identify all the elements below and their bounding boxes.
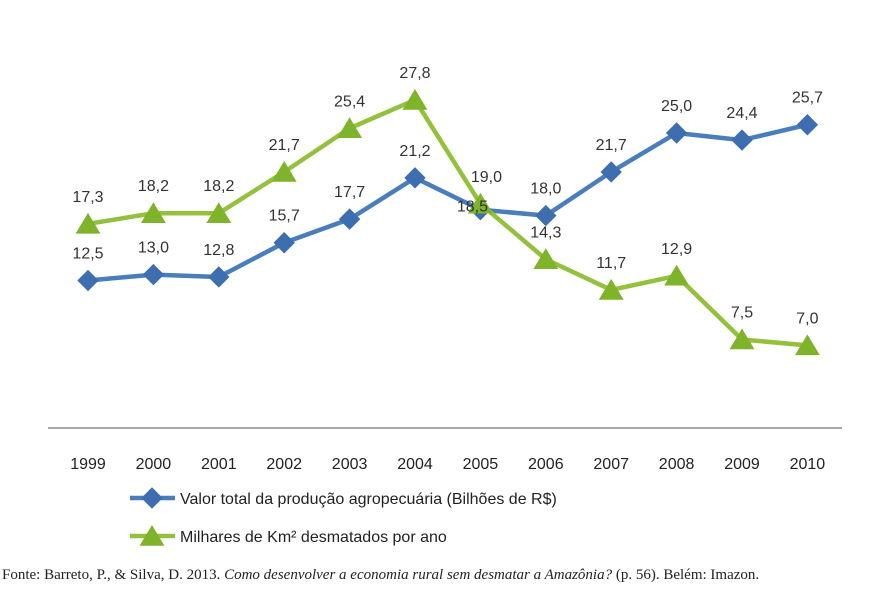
data-label: 14,3 — [530, 224, 561, 241]
x-tick-label: 2002 — [266, 456, 302, 473]
source-title: Como desenvolver a economia rural sem de… — [224, 567, 613, 583]
series-2-point — [794, 334, 820, 356]
series-1-point — [731, 129, 753, 151]
series-1-line — [87, 122, 808, 283]
series-1-point — [665, 122, 688, 144]
data-label: 25,7 — [792, 90, 823, 107]
series-2-point — [271, 160, 297, 182]
series-2-point — [467, 192, 493, 214]
series-1-point — [142, 263, 165, 286]
series-2-point — [75, 212, 101, 234]
data-label: 17,3 — [72, 189, 103, 206]
data-label: 18,0 — [530, 181, 561, 198]
data-label: 18,5 — [457, 199, 488, 216]
series-2-line — [87, 97, 808, 348]
legend-swatch-marker — [139, 525, 165, 546]
series-layer — [75, 88, 820, 356]
x-tick-label: 2003 — [332, 456, 368, 473]
data-labels: 12,5 13,0 12,8 15,7 17,7 21,2 18,5 18,0 21,7 25,0… — [72, 65, 823, 327]
series-2-point — [533, 248, 559, 270]
x-tick-label: 2004 — [397, 456, 433, 473]
x-tick-label: 2008 — [659, 456, 695, 473]
data-label: 21,7 — [269, 137, 300, 154]
legend-entry-2: Milhares de Km² desmatados por ano — [130, 525, 447, 546]
data-label: 18,2 — [138, 178, 169, 195]
x-tick-label: 2000 — [136, 456, 172, 473]
x-tick-label: 2009 — [724, 456, 760, 473]
source-suffix: (p. 56). Belém: Imazon. — [612, 567, 760, 583]
x-tick-label: 1999 — [70, 456, 106, 473]
x-tick-label: 2001 — [201, 456, 237, 473]
data-label: 12,9 — [661, 241, 692, 258]
legend-entry-1: Valor total da produção agropecuária (Bi… — [130, 487, 557, 509]
line-chart: 1999 2000 2001 2002 2003 2004 2005 2006 2007 2008… — [48, 65, 842, 546]
data-label: 7,5 — [731, 305, 753, 322]
data-label: 19,0 — [471, 169, 502, 186]
series-1-point — [273, 232, 295, 254]
data-label: 25,0 — [661, 98, 692, 115]
legend-label: Milhares de Km² desmatados por ano — [180, 529, 447, 546]
series-1-point — [404, 167, 426, 189]
data-label: 24,4 — [726, 105, 757, 122]
data-label: 17,7 — [334, 184, 365, 201]
data-label: 21,7 — [596, 137, 627, 154]
series-1-point — [535, 204, 557, 227]
x-tick-label: 2007 — [593, 456, 629, 473]
series-2-point — [664, 264, 690, 286]
source-citation: Fonte: Barreto, P., & Silva, D. 2013. Co… — [2, 567, 886, 584]
series-2-point — [729, 328, 755, 350]
data-label: 21,2 — [399, 143, 430, 160]
series-1-point — [338, 208, 361, 230]
data-label: 12,8 — [203, 242, 234, 259]
series-1-point — [796, 114, 819, 136]
series-1-point — [77, 269, 99, 292]
series-2-point — [140, 202, 166, 223]
series-1 — [77, 114, 819, 292]
series-2 — [75, 88, 820, 356]
data-label: 15,7 — [269, 208, 300, 225]
data-label: 25,4 — [334, 93, 365, 110]
legend-label: Valor total da produção agropecuária (Bi… — [180, 491, 557, 508]
data-label: 27,8 — [399, 65, 430, 82]
legend-swatch-marker — [141, 487, 163, 509]
data-label: 11,7 — [596, 255, 626, 272]
source-prefix: Fonte: Barreto, P., & Silva, D. 2013. — [2, 567, 225, 583]
series-2-point — [206, 202, 232, 223]
data-label: 13,0 — [138, 240, 169, 257]
series-2-point — [337, 117, 363, 139]
series-2-point — [402, 88, 428, 110]
x-tick-label: 2005 — [463, 456, 499, 473]
series-1-point — [600, 161, 622, 183]
data-label: 12,5 — [72, 246, 103, 263]
series-2-point — [598, 278, 624, 300]
x-tick-label: 2010 — [790, 456, 826, 473]
x-tick-label: 2006 — [528, 456, 564, 473]
legend: Valor total da produção agropecuária (Bi… — [130, 487, 557, 546]
x-axis-ticks: 1999 2000 2001 2002 2003 2004 2005 2006 2007 2008… — [70, 456, 825, 473]
data-label: 7,0 — [796, 310, 818, 327]
data-label: 18,2 — [203, 178, 234, 195]
series-1-point — [208, 266, 230, 288]
